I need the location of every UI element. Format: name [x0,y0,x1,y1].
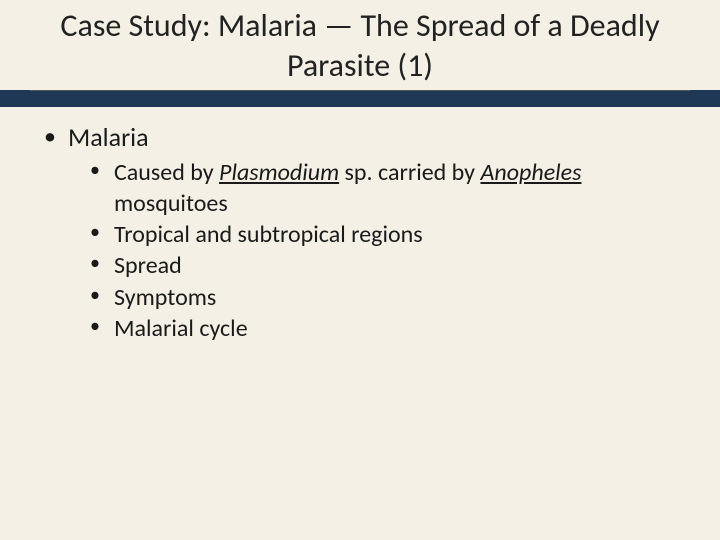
bullet-text-part: sp. carried by [339,158,480,187]
bullet-text: Symptoms [114,283,216,312]
bullet-text-emphasis: Plasmodium [219,158,339,187]
list-item: Caused by Plasmodium sp. carried by Anop… [86,157,690,219]
bullet-text: Tropical and subtropical regions [114,220,423,249]
list-item: Malarial cycle [86,313,690,344]
bullet-list-level1: Malaria Caused by Plasmodium sp. carried… [40,121,690,344]
slide-title: Case Study: Malaria — The Spread of a De… [0,0,720,90]
list-item: Symptoms [86,282,690,313]
bullet-text-part: Caused by [114,158,219,187]
list-item: Malaria Caused by Plasmodium sp. carried… [40,121,690,344]
bullet-text: Malaria [68,121,149,153]
bullet-list-level2: Caused by Plasmodium sp. carried by Anop… [68,157,690,344]
content-area: Malaria Caused by Plasmodium sp. carried… [0,107,720,366]
bullet-text-part: mosquitoes [114,189,228,218]
bullet-text: Malarial cycle [114,314,248,343]
title-band-strip [0,91,720,107]
bullet-text-emphasis: Anopheles [480,158,581,187]
list-item: Tropical and subtropical regions [86,219,690,250]
title-band: Case Study: Malaria — The Spread of a De… [0,0,720,107]
bullet-text: Spread [114,251,182,280]
list-item: Spread [86,250,690,281]
